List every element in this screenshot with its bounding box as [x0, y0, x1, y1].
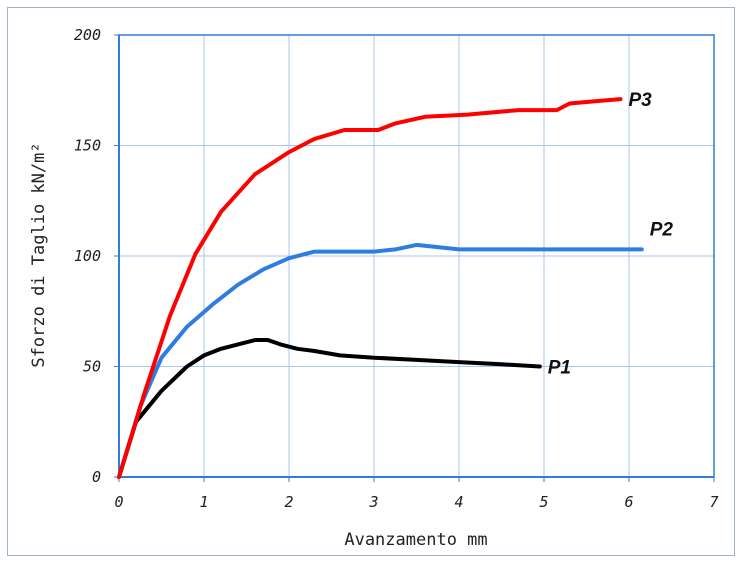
series-label-p1: P1 [548, 358, 571, 379]
x-tick-label: 1 [199, 493, 208, 511]
series-label-p2: P2 [650, 219, 674, 240]
y-tick-labels: 0 50 100 150 200 [74, 26, 101, 486]
x-tick-label: 2 [284, 493, 293, 511]
x-axis-title: Avanzamento mm [344, 530, 487, 550]
y-tick-label: 100 [74, 247, 101, 265]
grid-lines [118, 34, 715, 478]
x-tick-label: 0 [114, 493, 123, 511]
y-axis-title: Sforzo di Taglio kN/m² [29, 142, 49, 367]
series-line-p2 [117, 242, 644, 479]
x-tick-label: 4 [454, 493, 463, 511]
x-tick-label: 7 [709, 493, 718, 511]
x-tick-label: 5 [539, 493, 548, 511]
series-line-p1 [117, 338, 542, 479]
series-label-p3: P3 [629, 90, 653, 111]
series-lines [117, 97, 644, 479]
x-tick-label: 6 [624, 493, 633, 511]
axes [114, 34, 715, 482]
y-tick-label: 50 [83, 358, 101, 376]
y-tick-label: 200 [74, 26, 101, 44]
series-labels: P1 P2 P3 [548, 90, 674, 378]
series-line-p3 [117, 97, 623, 479]
y-tick-label: 150 [74, 137, 101, 155]
x-tick-label: 3 [368, 493, 378, 511]
x-tick-labels: 0 1 2 3 4 5 6 7 [114, 493, 718, 511]
y-tick-label: 0 [92, 468, 101, 486]
